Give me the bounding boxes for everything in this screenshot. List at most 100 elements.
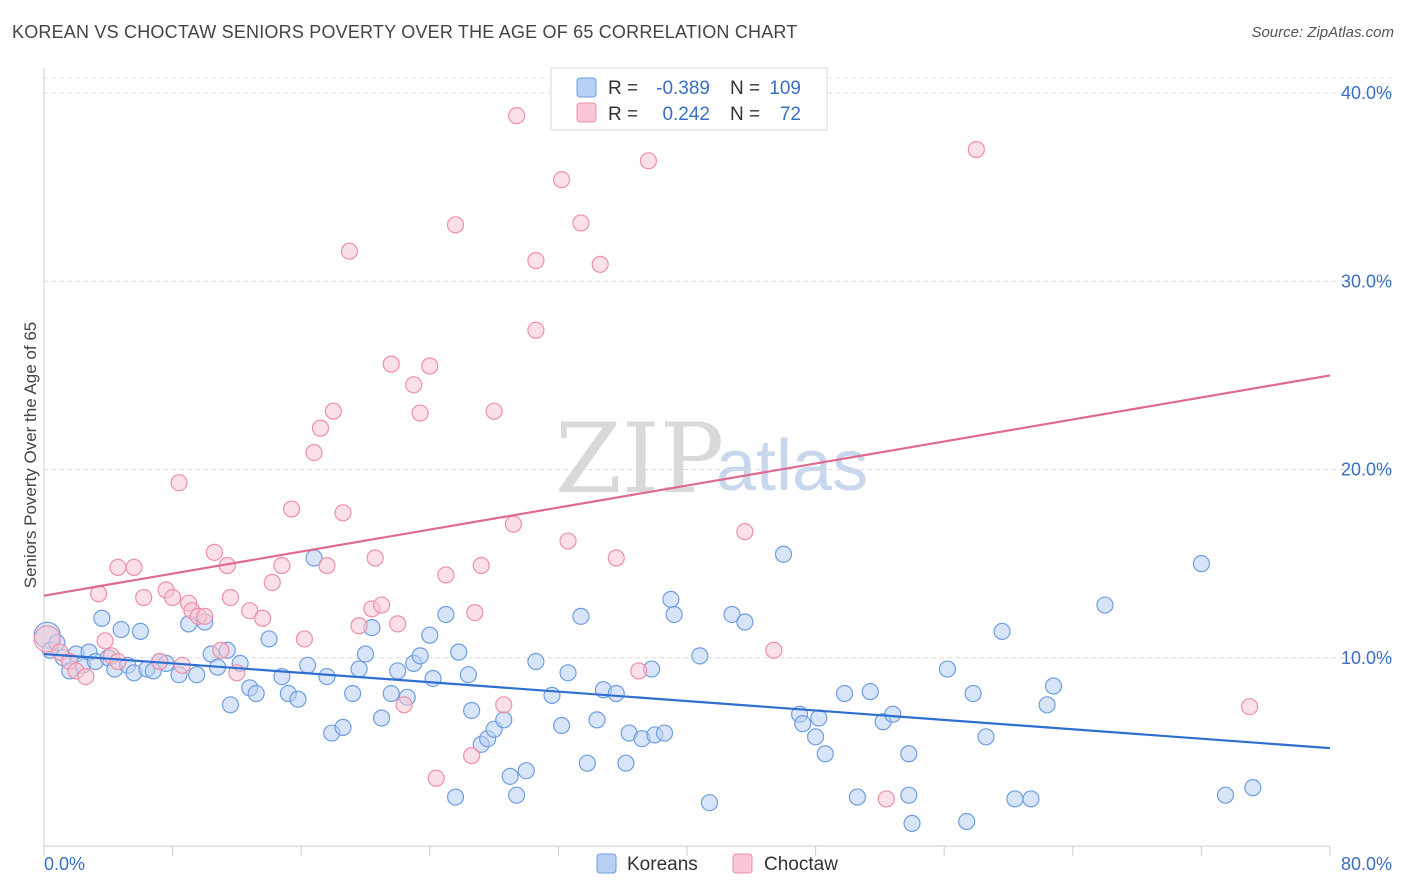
korean-point	[900, 745, 918, 763]
korean-point	[517, 762, 535, 780]
choctaw-trend-line	[43, 374, 1331, 597]
korean-point	[655, 724, 674, 742]
axes	[43, 68, 1331, 856]
korean-point	[112, 620, 130, 639]
y-tick-label: 20.0%	[1341, 460, 1392, 480]
korean-point	[816, 745, 834, 763]
choctaw-point	[446, 216, 465, 234]
y-axis-label: Seniors Poverty Over the Age of 65	[21, 322, 40, 588]
korean-point	[993, 622, 1011, 641]
choctaw-point	[504, 515, 522, 533]
choctaw-point	[559, 532, 577, 550]
choctaw-point	[527, 251, 545, 270]
choctaw-point	[572, 214, 590, 232]
korean-point	[131, 622, 150, 641]
choctaw-point	[170, 474, 188, 492]
korean-point	[835, 684, 854, 703]
bottom-legend-korean-label: Koreans	[627, 854, 698, 875]
korean-point	[1244, 779, 1262, 797]
choctaw-point	[318, 556, 336, 575]
choctaw-point	[382, 355, 400, 373]
korean-point	[508, 786, 526, 804]
legend-choctaw-n-label: N =	[730, 104, 760, 125]
legend-choctaw-r-label: R =	[608, 104, 638, 125]
korean-point	[247, 684, 265, 703]
korean-point	[462, 701, 481, 720]
korean-point	[588, 711, 606, 729]
korean-point	[903, 814, 921, 833]
legend-korean-n-value: 109	[769, 78, 801, 99]
choctaw-point	[405, 376, 423, 394]
bottom-legend-choctaw-swatch	[732, 853, 753, 874]
korean-point	[437, 605, 455, 624]
choctaw-point	[508, 107, 526, 125]
korean-point	[459, 666, 477, 684]
korean-point	[188, 666, 206, 684]
choctaw-point	[125, 558, 143, 577]
legend-korean-n-label: N =	[730, 78, 760, 99]
choctaw-point	[350, 617, 368, 635]
y-tick-label: 40.0%	[1341, 83, 1392, 103]
korean-point	[617, 754, 635, 772]
korean-point	[389, 662, 407, 680]
korean-point	[527, 652, 545, 671]
choctaw-point	[109, 558, 127, 577]
korean-point	[1006, 790, 1024, 808]
choctaw-point	[295, 630, 314, 648]
choctaw-point	[527, 321, 545, 339]
korean-point	[553, 716, 571, 735]
legend-korean-r-label: R =	[608, 78, 638, 99]
korean-point	[774, 545, 793, 563]
korean-point	[662, 590, 680, 609]
choctaw-point	[437, 566, 455, 584]
korean-point	[495, 711, 513, 729]
y-tick-label: 10.0%	[1341, 648, 1392, 668]
choctaw-point	[411, 404, 429, 422]
legend-choctaw-swatch	[576, 102, 597, 123]
choctaw-point	[33, 625, 61, 653]
korean-point	[318, 667, 336, 686]
choctaw-point	[241, 602, 259, 620]
choctaw-point	[282, 500, 301, 518]
korean-point	[411, 647, 429, 665]
source-credit: Source: ZipAtlas.com	[1251, 24, 1394, 41]
korean-point	[450, 643, 468, 661]
korean-point	[938, 660, 957, 678]
choctaw-point	[273, 556, 291, 575]
korean-point	[884, 705, 902, 723]
korean-point	[810, 709, 828, 727]
korean-point	[1038, 696, 1056, 714]
korean-point	[446, 788, 465, 806]
choctaw-points	[33, 107, 1259, 808]
chart-title: KOREAN VS CHOCTAW SENIORS POVERTY OVER T…	[12, 22, 798, 42]
choctaw-point	[877, 790, 895, 808]
gridlines	[44, 77, 1392, 659]
korean-point	[848, 788, 866, 806]
korean-point	[334, 718, 352, 737]
choctaw-point	[135, 588, 153, 607]
korean-point	[964, 684, 982, 703]
korean-point	[382, 684, 400, 703]
bottom-legend: Koreans Choctaw	[596, 853, 838, 875]
korean-point	[1022, 790, 1040, 808]
y-tick-label: 30.0%	[1341, 271, 1392, 291]
legend-frame	[550, 67, 828, 131]
choctaw-point	[205, 543, 223, 561]
choctaw-point	[421, 357, 439, 375]
choctaw-point	[395, 696, 413, 714]
korean-point	[900, 786, 918, 804]
choctaw-point	[736, 523, 754, 541]
korean-point	[958, 812, 976, 831]
bottom-legend-choctaw-label: Choctaw	[764, 854, 838, 875]
korean-point	[691, 647, 709, 665]
korean-point	[501, 767, 519, 785]
legend-choctaw-n-value: 72	[780, 104, 801, 125]
choctaw-point	[254, 609, 272, 627]
choctaw-point	[607, 549, 625, 567]
choctaw-point	[221, 588, 240, 607]
korean-point	[794, 715, 812, 733]
choctaw-point	[1241, 698, 1259, 716]
choctaw-point	[311, 419, 330, 437]
korean-point	[372, 709, 391, 727]
legend-choctaw-r-value: 0.242	[662, 104, 710, 125]
